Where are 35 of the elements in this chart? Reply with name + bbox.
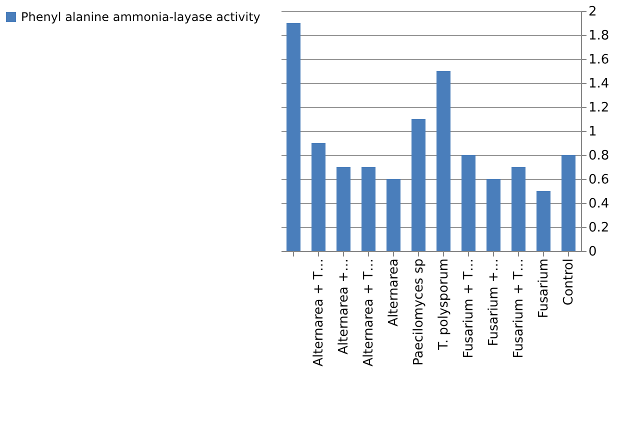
- y-tick-label: 0.2: [588, 220, 610, 236]
- bar: [412, 119, 426, 251]
- bar: [536, 191, 550, 251]
- x-tick-label: Fusarium + T…: [462, 258, 476, 358]
- y-tick-label: 0.4: [588, 196, 610, 212]
- bar: [312, 143, 326, 251]
- x-tick-label: Fusarium +…: [486, 258, 502, 346]
- y-tick-label: 1.4: [588, 76, 610, 92]
- bar: [386, 179, 400, 251]
- y-tick-label: 1: [588, 124, 597, 140]
- x-tick-label: Alternarea + T…: [312, 258, 326, 367]
- x-tick-label: Alternarea +…: [336, 258, 352, 354]
- y-tick-label: 0.6: [588, 172, 610, 188]
- y-tick-label: 1.2: [588, 100, 610, 116]
- bar: [512, 167, 526, 251]
- legend-label: Phenyl alanine ammonia-layase activity: [21, 10, 260, 24]
- y-tick-label: 1.6: [588, 52, 610, 68]
- bar: [486, 179, 500, 251]
- x-tick-label: Alternarea: [386, 258, 402, 326]
- y-tick-label: 0.8: [588, 148, 610, 164]
- x-tick-label: Fusarium: [536, 258, 552, 318]
- bar: [362, 167, 376, 251]
- bar: [286, 23, 300, 251]
- y-tick-label: 0: [588, 244, 597, 260]
- x-tick-label: Alternarea + T…: [362, 258, 376, 367]
- x-tick-label: Fusarium + T…: [512, 258, 526, 358]
- x-tick-label: Paecilomyces sp: [412, 258, 426, 366]
- bar: [436, 71, 450, 251]
- y-tick-label: 2: [588, 4, 597, 20]
- y-tick-label: 1.8: [588, 28, 610, 44]
- bar: [562, 155, 576, 251]
- bar: [462, 155, 476, 251]
- x-tick-label: T. polysporum: [436, 258, 452, 351]
- x-tick-label: Control: [562, 258, 576, 306]
- bar: [336, 167, 350, 251]
